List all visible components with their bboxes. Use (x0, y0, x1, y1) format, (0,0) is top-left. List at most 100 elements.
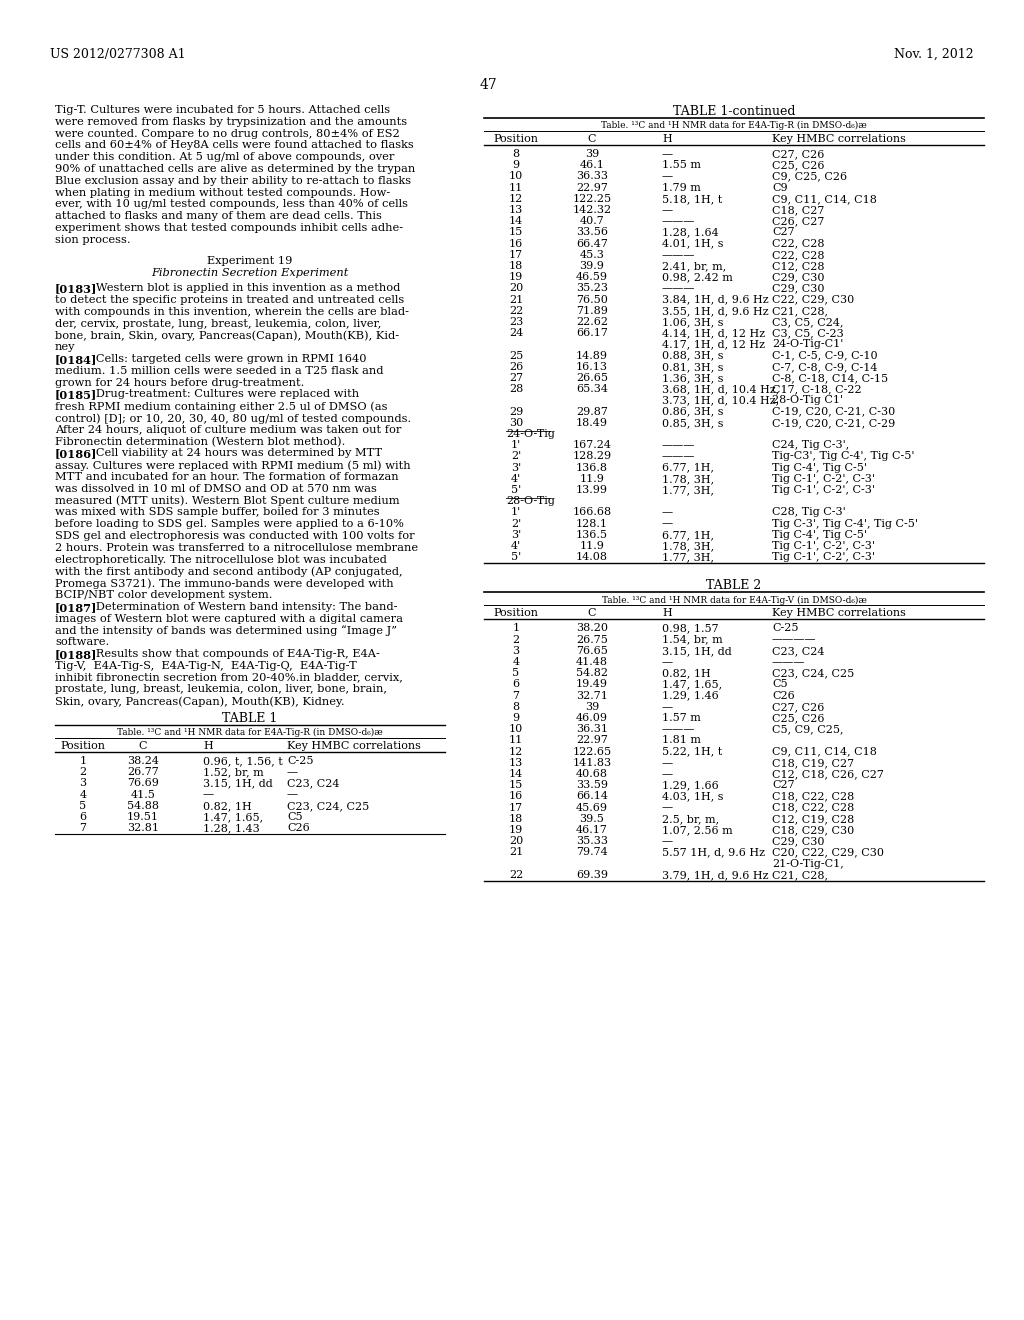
Text: C23, C24, C25: C23, C24, C25 (772, 668, 854, 678)
Text: 122.25: 122.25 (572, 194, 611, 203)
Text: fresh RPMI medium containing either 2.5 ul of DMSO (as: fresh RPMI medium containing either 2.5 … (55, 401, 387, 412)
Text: C18, C29, C30: C18, C29, C30 (772, 825, 854, 836)
Text: C-19, C20, C-21, C-29: C-19, C20, C-21, C-29 (772, 418, 895, 428)
Text: 19: 19 (509, 272, 523, 282)
Text: 12: 12 (509, 194, 523, 203)
Text: C: C (588, 609, 596, 618)
Text: 65.34: 65.34 (575, 384, 608, 395)
Text: Tig C-1', C-2', C-3': Tig C-1', C-2', C-3' (772, 474, 874, 484)
Text: 128.1: 128.1 (575, 519, 608, 528)
Text: TABLE 2: TABLE 2 (707, 579, 762, 593)
Text: 54.88: 54.88 (127, 801, 159, 810)
Text: 0.82, 1H: 0.82, 1H (662, 668, 711, 678)
Text: 36.31: 36.31 (575, 725, 608, 734)
Text: before loading to SDS gel. Samples were applied to a 6-10%: before loading to SDS gel. Samples were … (55, 519, 403, 529)
Text: [0187]: [0187] (55, 602, 97, 612)
Text: 1.81 m: 1.81 m (662, 735, 701, 746)
Text: ney: ney (55, 342, 76, 352)
Text: 28-O-Tig C1': 28-O-Tig C1' (772, 396, 843, 405)
Text: with compounds in this invention, wherein the cells are blad-: with compounds in this invention, wherei… (55, 306, 409, 317)
Text: 4.03, 1H, s: 4.03, 1H, s (662, 792, 724, 801)
Text: 35.33: 35.33 (575, 836, 608, 846)
Text: 3.15, 1H, dd: 3.15, 1H, dd (662, 645, 732, 656)
Text: were removed from flasks by trypsinization and the amounts: were removed from flasks by trypsinizati… (55, 116, 408, 127)
Text: 4.01, 1H, s: 4.01, 1H, s (662, 239, 724, 248)
Text: TABLE 1: TABLE 1 (222, 711, 278, 725)
Text: Table. ¹³C and ¹H NMR data for E4A-Tig-R (in DMSO-d₆)æ: Table. ¹³C and ¹H NMR data for E4A-Tig-R… (601, 121, 867, 131)
Text: prostate, lung, breast, leukemia, colon, liver, bone, brain,: prostate, lung, breast, leukemia, colon,… (55, 684, 387, 694)
Text: 16: 16 (509, 792, 523, 801)
Text: BCIP/NBT color development system.: BCIP/NBT color development system. (55, 590, 272, 601)
Text: assay. Cultures were replaced with RPMI medium (5 ml) with: assay. Cultures were replaced with RPMI … (55, 461, 411, 471)
Text: 13.99: 13.99 (575, 484, 608, 495)
Text: 5': 5' (511, 552, 521, 562)
Text: 6: 6 (512, 680, 519, 689)
Text: C17, C-18, C-22: C17, C-18, C-22 (772, 384, 861, 395)
Text: Tig-T. Cultures were incubated for 5 hours. Attached cells: Tig-T. Cultures were incubated for 5 hou… (55, 106, 390, 115)
Text: 5: 5 (80, 801, 87, 810)
Text: 66.47: 66.47 (577, 239, 608, 248)
Text: C27: C27 (772, 780, 795, 791)
Text: 22: 22 (509, 306, 523, 315)
Text: 45.3: 45.3 (580, 249, 604, 260)
Text: 2 hours. Protein was transferred to a nitrocellulose membrane: 2 hours. Protein was transferred to a ni… (55, 543, 418, 553)
Text: C23, C24: C23, C24 (772, 645, 824, 656)
Text: C: C (138, 741, 147, 751)
Text: 39: 39 (585, 702, 599, 711)
Text: —: — (662, 803, 673, 813)
Text: 4.17, 1H, d, 12 Hz: 4.17, 1H, d, 12 Hz (662, 339, 765, 350)
Text: 29.87: 29.87 (577, 407, 608, 417)
Text: C20, C22, C29, C30: C20, C22, C29, C30 (772, 847, 884, 858)
Text: C18, C22, C28: C18, C22, C28 (772, 792, 854, 801)
Text: images of Western blot were captured with a digital camera: images of Western blot were captured wit… (55, 614, 403, 623)
Text: 23: 23 (509, 317, 523, 327)
Text: C18, C19, C27: C18, C19, C27 (772, 758, 854, 768)
Text: ———: ——— (662, 725, 695, 734)
Text: —: — (203, 789, 214, 800)
Text: MTT and incubated for an hour. The formation of formazan: MTT and incubated for an hour. The forma… (55, 473, 398, 482)
Text: 71.89: 71.89 (577, 306, 608, 315)
Text: C26: C26 (287, 824, 309, 833)
Text: 141.83: 141.83 (572, 758, 611, 768)
Text: C26, C27: C26, C27 (772, 216, 824, 226)
Text: [0185]: [0185] (55, 389, 97, 400)
Text: 21: 21 (509, 294, 523, 305)
Text: 33.59: 33.59 (575, 780, 608, 791)
Text: 22.97: 22.97 (577, 735, 608, 746)
Text: grown for 24 hours before drug-treatment.: grown for 24 hours before drug-treatment… (55, 378, 304, 388)
Text: 24-O-Tig: 24-O-Tig (506, 429, 555, 440)
Text: 11: 11 (509, 735, 523, 746)
Text: 14.89: 14.89 (575, 351, 608, 360)
Text: 41.5: 41.5 (131, 789, 156, 800)
Text: 136.5: 136.5 (575, 529, 608, 540)
Text: Key HMBC correlations: Key HMBC correlations (772, 609, 906, 618)
Text: 2: 2 (512, 635, 519, 644)
Text: C21, C28,: C21, C28, (772, 306, 828, 315)
Text: 11.9: 11.9 (580, 474, 604, 484)
Text: 66.14: 66.14 (575, 792, 608, 801)
Text: ———: ——— (662, 440, 695, 450)
Text: H: H (662, 609, 672, 618)
Text: C27, C26: C27, C26 (772, 149, 824, 158)
Text: —: — (662, 205, 673, 215)
Text: 47: 47 (480, 78, 498, 92)
Text: attached to flasks and many of them are dead cells. This: attached to flasks and many of them are … (55, 211, 382, 222)
Text: 0.96, t, 1.56, t: 0.96, t, 1.56, t (203, 756, 283, 766)
Text: 1.78, 3H,: 1.78, 3H, (662, 541, 714, 550)
Text: 24-O-Tig-C1': 24-O-Tig-C1' (772, 339, 844, 350)
Text: 2': 2' (511, 519, 521, 528)
Text: ———: ——— (662, 284, 695, 293)
Text: 3.79, 1H, d, 9.6 Hz: 3.79, 1H, d, 9.6 Hz (662, 870, 768, 880)
Text: 0.81, 3H, s: 0.81, 3H, s (662, 362, 724, 372)
Text: C29, C30: C29, C30 (772, 836, 824, 846)
Text: Tig C-1', C-2', C-3': Tig C-1', C-2', C-3' (772, 541, 874, 550)
Text: 142.32: 142.32 (572, 205, 611, 215)
Text: 24: 24 (509, 329, 523, 338)
Text: C18, C27: C18, C27 (772, 205, 824, 215)
Text: bone, brain, Skin, ovary, Pancreas(Capan), Mouth(KB), Kid-: bone, brain, Skin, ovary, Pancreas(Capan… (55, 330, 399, 341)
Text: Results show that compounds of E4A-Tig-R, E4A-: Results show that compounds of E4A-Tig-R… (85, 649, 380, 659)
Text: —: — (662, 702, 673, 711)
Text: 36.33: 36.33 (575, 172, 608, 181)
Text: Tig-V,  E4A-Tig-S,  E4A-Tig-N,  E4A-Tig-Q,  E4A-Tig-T: Tig-V, E4A-Tig-S, E4A-Tig-N, E4A-Tig-Q, … (55, 661, 356, 671)
Text: Cell viability at 24 hours was determined by MTT: Cell viability at 24 hours was determine… (85, 449, 382, 458)
